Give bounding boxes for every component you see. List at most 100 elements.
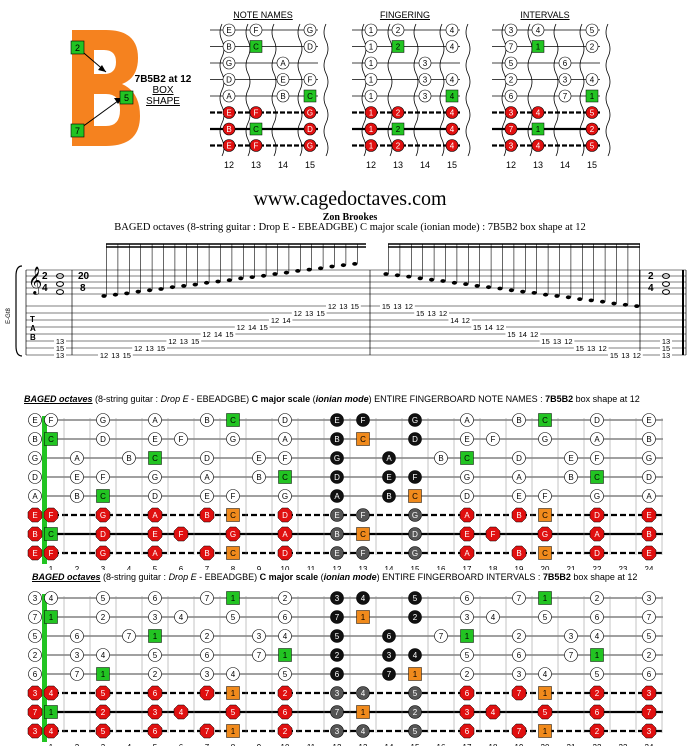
- tab-number-bg: [619, 351, 632, 359]
- tab-number-bg: [257, 323, 270, 331]
- tab-number-bg: [109, 351, 122, 359]
- mini-note-marker: [585, 23, 599, 37]
- board-note-marker: [44, 413, 58, 427]
- mini-note-marker: [445, 40, 459, 53]
- board-fret-number: 14: [385, 565, 394, 570]
- board-fret-number: 17: [463, 743, 472, 746]
- board-note-marker: [590, 432, 604, 446]
- board-fret-number: 18: [489, 743, 498, 746]
- board-root-marker: [148, 451, 162, 465]
- board-note-marker: [28, 610, 42, 624]
- mini-note-marker: [391, 106, 405, 119]
- board-note-marker: [147, 507, 163, 523]
- note-head: [486, 285, 492, 290]
- board-root-marker: [538, 413, 552, 427]
- mini-fret-line: [553, 23, 559, 157]
- board-note-marker: [356, 686, 370, 700]
- board-note-label: E: [32, 416, 37, 425]
- board-note-label: B: [74, 492, 79, 501]
- tab-number: 13: [621, 351, 629, 360]
- mini-note-label: 1: [369, 142, 374, 151]
- mini-note-marker: [249, 106, 263, 119]
- board-fret-number: 2: [75, 565, 80, 570]
- mini-fret-number: 12: [506, 160, 516, 170]
- board-fret-number: 1: [49, 565, 54, 570]
- tab-number-bg: [348, 302, 361, 310]
- board-note-label: 2: [595, 594, 600, 603]
- shape-label: 7B5B2 at 12 BOX SHAPE: [128, 74, 198, 107]
- board-note-label: A: [32, 492, 38, 501]
- board-note-marker: [43, 507, 59, 523]
- mini-note-label: 1: [536, 43, 541, 52]
- tab-number-bg: [596, 344, 609, 352]
- board-note-label: 2: [647, 651, 652, 660]
- mini-note-label: 3: [423, 76, 428, 85]
- board-note-label: E: [646, 549, 651, 558]
- board-note-marker: [408, 591, 422, 605]
- board-note-label: E: [646, 416, 651, 425]
- tab-number: 15: [541, 337, 549, 346]
- board-note-marker: [330, 413, 344, 427]
- mini-fret-number: 15: [305, 160, 315, 170]
- board-note-label: 7: [517, 727, 522, 736]
- board-note-label: E: [256, 454, 261, 463]
- time-sig-mid-top: 20: [78, 271, 90, 282]
- mini-note-marker: [364, 56, 378, 70]
- board-note-label: 1: [413, 670, 418, 679]
- board-note-marker: [226, 610, 240, 624]
- board-note-marker: [148, 591, 162, 605]
- mini-note-label: 2: [396, 43, 401, 52]
- board-note-marker: [512, 489, 526, 503]
- mini-note-label: 4: [450, 92, 455, 101]
- tab-number: 15: [351, 302, 359, 311]
- board-note-label: C: [230, 549, 236, 558]
- note-head: [272, 272, 278, 276]
- board-note-label: 5: [543, 708, 548, 717]
- tab-number: 12: [328, 302, 336, 311]
- board-note-label: 6: [647, 670, 652, 679]
- board-note-marker: [590, 591, 604, 605]
- tab-number: 15: [416, 309, 424, 318]
- tab-number: 15: [576, 344, 584, 353]
- board-fret-number: 11: [307, 743, 316, 746]
- board-note-marker: [95, 704, 111, 720]
- tab-number-bg: [200, 330, 213, 338]
- board-note-marker: [460, 470, 474, 484]
- mini-note-marker: [249, 23, 263, 37]
- mini-note-marker: [504, 23, 518, 37]
- board-note-label: 4: [543, 670, 548, 679]
- board-note-label: 1: [49, 613, 54, 622]
- mini-note-marker: [391, 23, 405, 37]
- mini-note-marker: [364, 122, 378, 136]
- whole-note: [56, 273, 64, 279]
- tab-number: 15: [259, 323, 267, 332]
- board-note-label: D: [152, 492, 158, 501]
- board-note-marker: [27, 507, 43, 523]
- board-fret-number: 14: [385, 743, 394, 746]
- board-note-marker: [642, 629, 656, 643]
- board-note-label: 6: [335, 670, 340, 679]
- mini-note-label: 2: [396, 26, 401, 35]
- board-note-marker: [356, 591, 370, 605]
- mini-note-label: F: [254, 26, 259, 35]
- tab-number-bg: [459, 316, 472, 324]
- board-note-label: 7: [647, 613, 652, 622]
- board-note-marker: [641, 704, 657, 720]
- board-note-label: 3: [153, 613, 158, 622]
- note-head: [340, 263, 346, 268]
- mini-note-label: 4: [536, 109, 541, 118]
- board-root-marker: [460, 451, 474, 465]
- board-note-marker: [44, 591, 58, 605]
- tab-number-bg: [54, 337, 66, 345]
- mini-note-marker: [418, 89, 432, 103]
- board-note-marker: [28, 413, 42, 427]
- board-note-marker: [512, 629, 526, 643]
- mini-root-marker: [445, 89, 459, 103]
- board-note-label: 2: [205, 632, 210, 641]
- board-note-label: B: [386, 492, 391, 501]
- mini-note-label: 3: [563, 76, 568, 85]
- whole-note: [56, 281, 64, 287]
- board-note-marker: [382, 629, 396, 643]
- mini-fret-line: [323, 23, 329, 157]
- board-note-label: 3: [465, 708, 470, 717]
